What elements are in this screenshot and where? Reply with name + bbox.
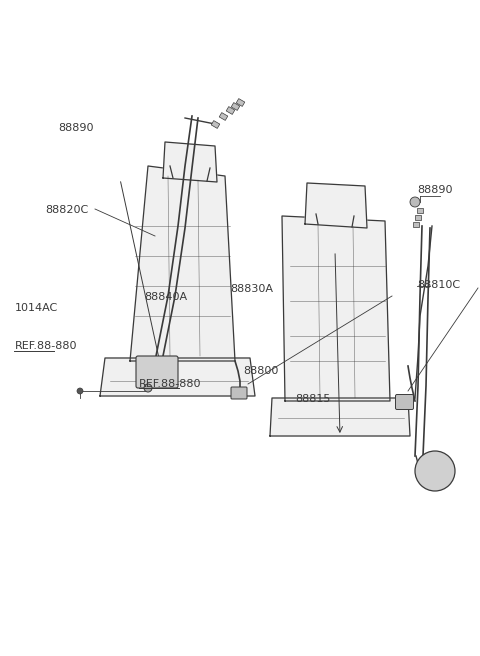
FancyBboxPatch shape: [136, 356, 178, 388]
Text: 1014AC: 1014AC: [14, 303, 58, 314]
Text: 88890: 88890: [58, 123, 94, 133]
FancyBboxPatch shape: [396, 394, 413, 409]
Polygon shape: [305, 183, 367, 228]
Polygon shape: [130, 166, 235, 361]
Text: 88820C: 88820C: [46, 205, 89, 215]
Bar: [226, 106, 235, 114]
Circle shape: [410, 197, 420, 207]
Text: 88830A: 88830A: [230, 283, 274, 294]
Polygon shape: [270, 398, 410, 436]
FancyBboxPatch shape: [231, 387, 247, 399]
Polygon shape: [163, 142, 217, 182]
Text: 88815: 88815: [295, 394, 331, 404]
Bar: [219, 113, 228, 121]
Circle shape: [144, 384, 152, 392]
Polygon shape: [282, 216, 390, 401]
Text: REF.88-880: REF.88-880: [139, 379, 202, 389]
Bar: [211, 121, 220, 129]
Bar: [231, 102, 240, 110]
Text: 88800: 88800: [243, 365, 278, 376]
Circle shape: [415, 451, 455, 491]
Text: 88890: 88890: [418, 185, 453, 195]
Text: 88810C: 88810C: [418, 280, 461, 291]
Text: 88840A: 88840A: [144, 291, 187, 302]
Text: REF.88-880: REF.88-880: [14, 341, 77, 352]
Bar: [236, 98, 245, 106]
Circle shape: [77, 388, 83, 394]
Bar: [415, 215, 421, 220]
Bar: [413, 222, 419, 227]
Bar: [417, 208, 423, 213]
Polygon shape: [100, 358, 255, 396]
